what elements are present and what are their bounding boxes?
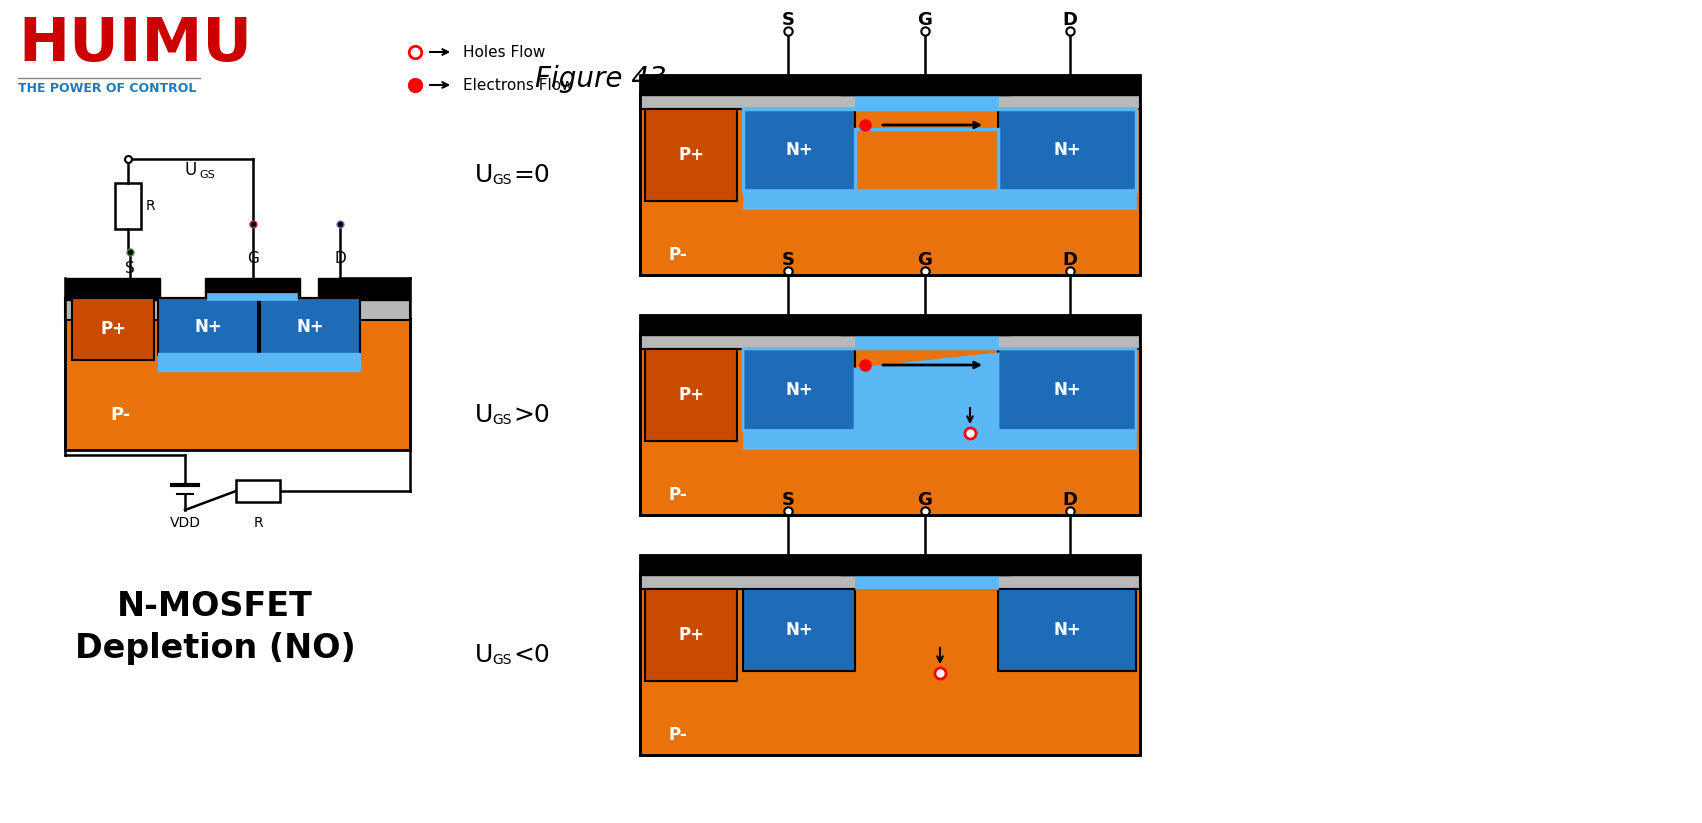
Bar xyxy=(854,333,997,349)
Text: G: G xyxy=(917,491,933,509)
Text: Holes Flow: Holes Flow xyxy=(463,44,545,59)
Text: Electrons Flow: Electrons Flow xyxy=(463,77,574,92)
Bar xyxy=(640,315,1140,515)
Text: GS: GS xyxy=(199,170,214,180)
Bar xyxy=(640,315,1140,335)
Bar xyxy=(640,555,1140,575)
Bar xyxy=(854,93,997,109)
Bar xyxy=(640,107,1140,275)
Bar xyxy=(640,573,1140,589)
Text: N+: N+ xyxy=(296,318,323,336)
Bar xyxy=(841,555,1009,575)
Bar xyxy=(744,429,1135,449)
Bar xyxy=(65,298,410,320)
Text: S: S xyxy=(781,251,795,269)
Text: U: U xyxy=(475,643,494,667)
Text: U: U xyxy=(475,163,494,187)
Text: P-: P- xyxy=(669,726,688,744)
Bar xyxy=(997,109,1135,191)
Text: D: D xyxy=(334,250,346,266)
Text: D: D xyxy=(1062,491,1077,509)
Text: THE POWER OF CONTROL: THE POWER OF CONTROL xyxy=(19,82,196,95)
Text: N+: N+ xyxy=(1054,141,1081,159)
Text: P+: P+ xyxy=(677,386,705,404)
Text: N+: N+ xyxy=(1054,381,1081,399)
Bar xyxy=(744,109,854,191)
Text: G: G xyxy=(917,11,933,29)
Text: N-MOSFET: N-MOSFET xyxy=(117,590,313,623)
Bar xyxy=(645,589,737,681)
Text: Figure 43: Figure 43 xyxy=(534,65,667,93)
Text: S: S xyxy=(781,491,795,509)
Bar xyxy=(640,93,1140,109)
Bar xyxy=(640,75,1140,95)
Text: N+: N+ xyxy=(785,141,814,159)
Text: GS: GS xyxy=(492,173,512,187)
Bar xyxy=(260,298,361,355)
Bar xyxy=(841,75,1009,95)
Bar xyxy=(158,298,259,355)
Bar xyxy=(158,353,361,371)
Bar xyxy=(237,480,281,502)
Text: N+: N+ xyxy=(785,621,814,639)
Text: <0: <0 xyxy=(512,643,550,667)
Bar xyxy=(997,349,1135,431)
Bar xyxy=(71,298,153,360)
Text: U: U xyxy=(475,403,494,427)
Text: N+: N+ xyxy=(785,381,814,399)
Text: P+: P+ xyxy=(100,320,126,338)
Bar xyxy=(318,278,410,300)
Text: G: G xyxy=(917,251,933,269)
Text: P+: P+ xyxy=(677,626,705,644)
Bar xyxy=(640,555,1140,755)
Bar xyxy=(640,587,1140,755)
Bar xyxy=(116,183,141,229)
Bar xyxy=(204,278,300,300)
Text: P+: P+ xyxy=(677,146,705,164)
Text: VDD: VDD xyxy=(170,516,201,530)
Bar xyxy=(65,278,160,300)
Bar xyxy=(645,349,737,441)
Bar xyxy=(640,75,1140,275)
Bar xyxy=(744,349,854,431)
Text: S: S xyxy=(781,11,795,29)
Bar xyxy=(640,333,1140,349)
Bar xyxy=(208,293,298,300)
Text: P-: P- xyxy=(669,486,688,504)
Bar xyxy=(65,318,410,450)
Bar xyxy=(640,347,1140,515)
Text: Depletion (NO): Depletion (NO) xyxy=(75,632,356,665)
Text: =0: =0 xyxy=(512,163,550,187)
Text: P-: P- xyxy=(111,406,129,424)
Bar xyxy=(841,315,1009,335)
Bar xyxy=(744,189,1135,209)
Text: N+: N+ xyxy=(194,318,221,336)
Text: D: D xyxy=(1062,11,1077,29)
Text: R: R xyxy=(146,199,155,213)
Text: HUIMU: HUIMU xyxy=(19,15,252,74)
Text: R: R xyxy=(254,516,262,530)
Bar xyxy=(645,109,737,201)
Bar xyxy=(854,573,997,589)
Bar xyxy=(744,589,854,671)
Text: GS: GS xyxy=(492,413,512,427)
Text: >0: >0 xyxy=(512,403,550,427)
Text: S: S xyxy=(126,261,134,276)
Text: GS: GS xyxy=(492,653,512,667)
Polygon shape xyxy=(854,354,997,431)
Text: P-: P- xyxy=(669,246,688,264)
Text: N+: N+ xyxy=(1054,621,1081,639)
Text: G: G xyxy=(247,250,259,266)
Bar xyxy=(997,589,1135,671)
Text: D: D xyxy=(1062,251,1077,269)
Text: U: U xyxy=(186,161,197,179)
